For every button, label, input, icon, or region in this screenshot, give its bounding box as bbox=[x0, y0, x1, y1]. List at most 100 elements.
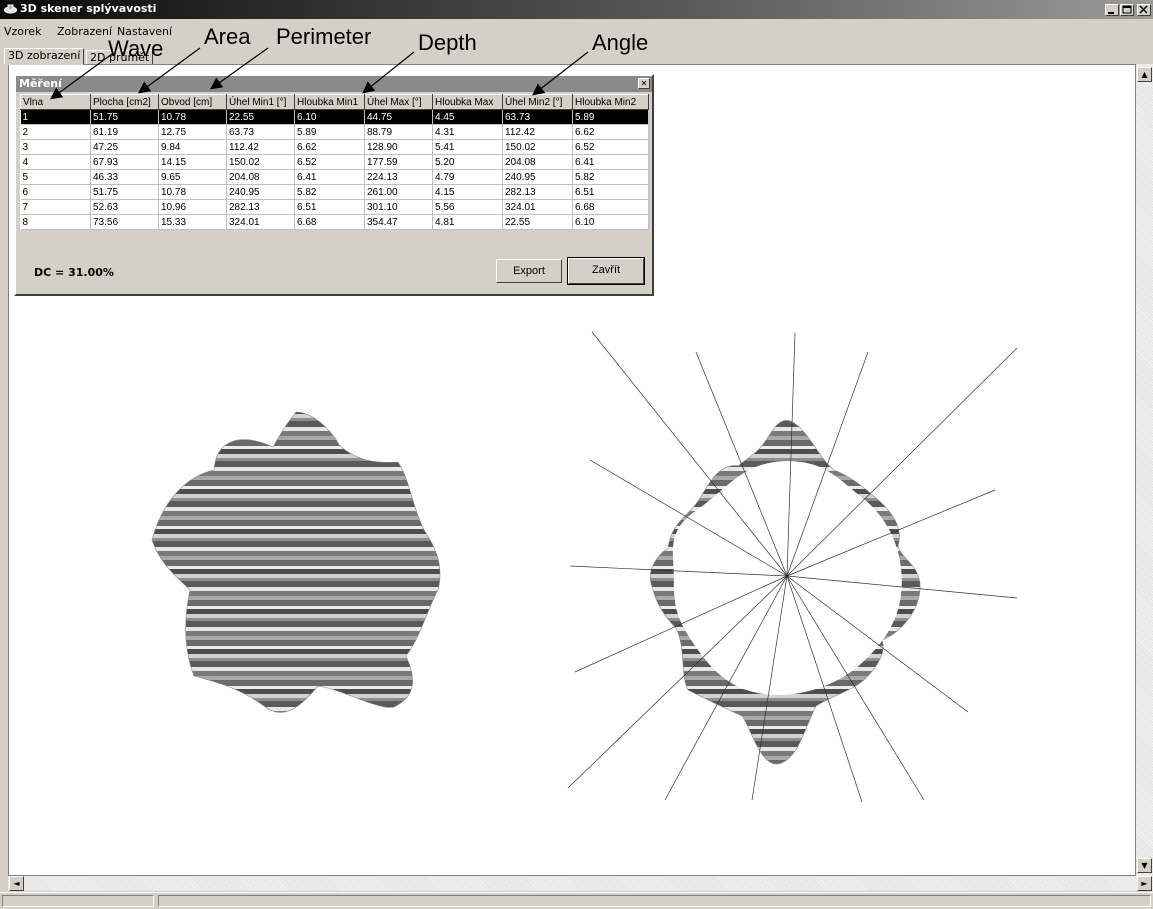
table-cell: 6.41 bbox=[572, 154, 649, 170]
horizontal-scrollbar[interactable] bbox=[8, 876, 1153, 891]
table-row[interactable]: 5 46.33 9.65 204.08 6.41 224.13 4.79 240.95 5.82 bbox=[20, 169, 649, 185]
table-cell: 324.01 bbox=[502, 199, 573, 215]
minimize-button[interactable] bbox=[1105, 4, 1119, 16]
table-cell: 52.63 bbox=[90, 199, 159, 215]
table-cell: 61.19 bbox=[90, 124, 159, 140]
close-dialog-button[interactable]: Zavřít bbox=[567, 257, 645, 285]
table-cell: 8 bbox=[20, 214, 91, 230]
vertical-scrollbar[interactable] bbox=[1136, 64, 1153, 876]
table-row[interactable]: 3 47.25 9.84 112.42 6.62 128.90 5.41 150.02 6.52 bbox=[20, 139, 649, 155]
table-cell: 6.10 bbox=[572, 214, 649, 230]
column-header[interactable]: Úhel Min1 [°] bbox=[226, 94, 295, 110]
table-cell: 5.82 bbox=[572, 169, 649, 185]
table-cell: 63.73 bbox=[502, 109, 573, 125]
column-header[interactable]: Hloubka Max bbox=[432, 94, 503, 110]
title-bar[interactable] bbox=[0, 0, 1153, 19]
table-cell: 6.41 bbox=[294, 169, 365, 185]
table-cell: 6.52 bbox=[294, 154, 365, 170]
table-cell: 4.79 bbox=[432, 169, 503, 185]
table-cell: 3 bbox=[20, 139, 91, 155]
table-cell: 12.75 bbox=[158, 124, 227, 140]
column-header[interactable]: Úhel Max [°] bbox=[364, 94, 433, 110]
column-header[interactable]: Plocha [cm2] bbox=[90, 94, 159, 110]
app-icon bbox=[4, 4, 17, 14]
table-cell: 6.51 bbox=[572, 184, 649, 200]
column-header[interactable]: Hloubka Min1 bbox=[294, 94, 365, 110]
table-header-row: Vlna Plocha [cm2] Obvod [cm] Úhel Min1 [°] H… bbox=[20, 94, 649, 110]
table-row[interactable]: 2 61.19 12.75 63.73 5.89 88.79 4.31 112.42 6.62 bbox=[20, 124, 649, 140]
dialog-close-button[interactable]: ✕ bbox=[638, 78, 650, 89]
measurement-table: Vlna Plocha [cm2] Obvod [cm] Úhel Min1 [°] H… bbox=[20, 94, 649, 230]
table-cell: 5.82 bbox=[294, 184, 365, 200]
dialog-title-bar[interactable] bbox=[16, 76, 652, 92]
scroll-up-icon: ▲ bbox=[1141, 70, 1148, 79]
scroll-down-button[interactable]: ▼ bbox=[1137, 858, 1152, 873]
maximize-button[interactable] bbox=[1120, 4, 1134, 16]
tab-3d-zobrazeni[interactable]: 3D zobrazení bbox=[4, 48, 85, 65]
table-row[interactable]: 7 52.63 10.96 282.13 6.51 301.10 5.56 324.01 6.6… bbox=[20, 199, 649, 215]
close-button[interactable] bbox=[1137, 4, 1151, 16]
table-cell: 88.79 bbox=[364, 124, 433, 140]
table-cell: 282.13 bbox=[226, 199, 295, 215]
dc-value: DC = 31.00% bbox=[34, 266, 114, 279]
table-cell: 5 bbox=[20, 169, 91, 185]
table-cell: 128.90 bbox=[364, 139, 433, 155]
drape-3d-left bbox=[151, 411, 441, 713]
menu-vzorek[interactable]: Vzorek bbox=[4, 25, 42, 38]
column-header[interactable]: Obvod [cm] bbox=[158, 94, 227, 110]
menu-nastaveni[interactable]: Nastavení bbox=[117, 25, 173, 38]
table-cell: 73.56 bbox=[90, 214, 159, 230]
scroll-right-button[interactable]: ► bbox=[1137, 876, 1152, 891]
scroll-right-icon: ► bbox=[1141, 879, 1148, 888]
table-cell: 324.01 bbox=[226, 214, 295, 230]
table-cell: 204.08 bbox=[226, 169, 295, 185]
table-cell: 6.62 bbox=[572, 124, 649, 140]
table-cell: 5.89 bbox=[572, 109, 649, 125]
table-cell: 22.55 bbox=[226, 109, 295, 125]
column-header[interactable]: Vlna bbox=[20, 94, 91, 110]
column-header[interactable]: Hloubka Min2 bbox=[572, 94, 649, 110]
maximize-icon bbox=[1122, 5, 1132, 14]
table-cell: 10.78 bbox=[158, 184, 227, 200]
table-cell: 5.56 bbox=[432, 199, 503, 215]
table-row[interactable]: 1 51.75 10.78 22.55 6.10 44.75 4.45 63.73 5.89 bbox=[20, 109, 649, 125]
table-cell: 240.95 bbox=[226, 184, 295, 200]
table-cell: 354.47 bbox=[364, 214, 433, 230]
export-button[interactable]: Export bbox=[496, 259, 562, 283]
table-cell: 4.81 bbox=[432, 214, 503, 230]
window-title: 3D skener splývavosti bbox=[20, 2, 157, 15]
annotation-depth: Depth bbox=[418, 30, 477, 55]
table-cell: 6.10 bbox=[294, 109, 365, 125]
table-cell: 67.93 bbox=[90, 154, 159, 170]
table-row[interactable]: 8 73.56 15.33 324.01 6.68 354.47 4.81 22.55 6.10 bbox=[20, 214, 649, 230]
drape-ring-right bbox=[649, 419, 921, 765]
table-cell: 10.78 bbox=[158, 109, 227, 125]
table-cell: 112.42 bbox=[226, 139, 295, 155]
table-cell: 224.13 bbox=[364, 169, 433, 185]
table-cell: 44.75 bbox=[364, 109, 433, 125]
scroll-left-button[interactable]: ◄ bbox=[9, 876, 24, 891]
table-cell: 10.96 bbox=[158, 199, 227, 215]
arrow-depth bbox=[362, 51, 415, 94]
tab-2d-prumet[interactable]: 2D průmět bbox=[86, 50, 154, 66]
table-cell: 112.42 bbox=[502, 124, 573, 140]
table-cell: 22.55 bbox=[502, 214, 573, 230]
annotation-overlay: Wave Area Perimeter Depth Angle bbox=[50, 24, 648, 100]
table-cell: 240.95 bbox=[502, 169, 573, 185]
table-row[interactable]: 4 67.93 14.15 150.02 6.52 177.59 5.20 204.08 6.4… bbox=[20, 154, 649, 170]
menu-zobrazeni[interactable]: Zobrazení bbox=[57, 25, 113, 38]
table-cell: 5.20 bbox=[432, 154, 503, 170]
annotation-wave: Wave bbox=[108, 36, 163, 61]
table-cell: 15.33 bbox=[158, 214, 227, 230]
column-header[interactable]: Úhel Min2 [°] bbox=[502, 94, 573, 110]
table-row[interactable]: 6 51.75 10.78 240.95 5.82 261.00 4.15 282.13 6.5… bbox=[20, 184, 649, 200]
arrow-perimeter bbox=[210, 47, 269, 90]
table-cell: 5.89 bbox=[294, 124, 365, 140]
table-cell: 9.84 bbox=[158, 139, 227, 155]
status-bar bbox=[0, 892, 1153, 909]
table-cell: 4.45 bbox=[432, 109, 503, 125]
close-icon bbox=[1139, 5, 1148, 14]
status-panel-1 bbox=[2, 895, 154, 907]
scroll-up-button[interactable]: ▲ bbox=[1137, 67, 1152, 82]
drape-renders bbox=[151, 331, 1018, 803]
